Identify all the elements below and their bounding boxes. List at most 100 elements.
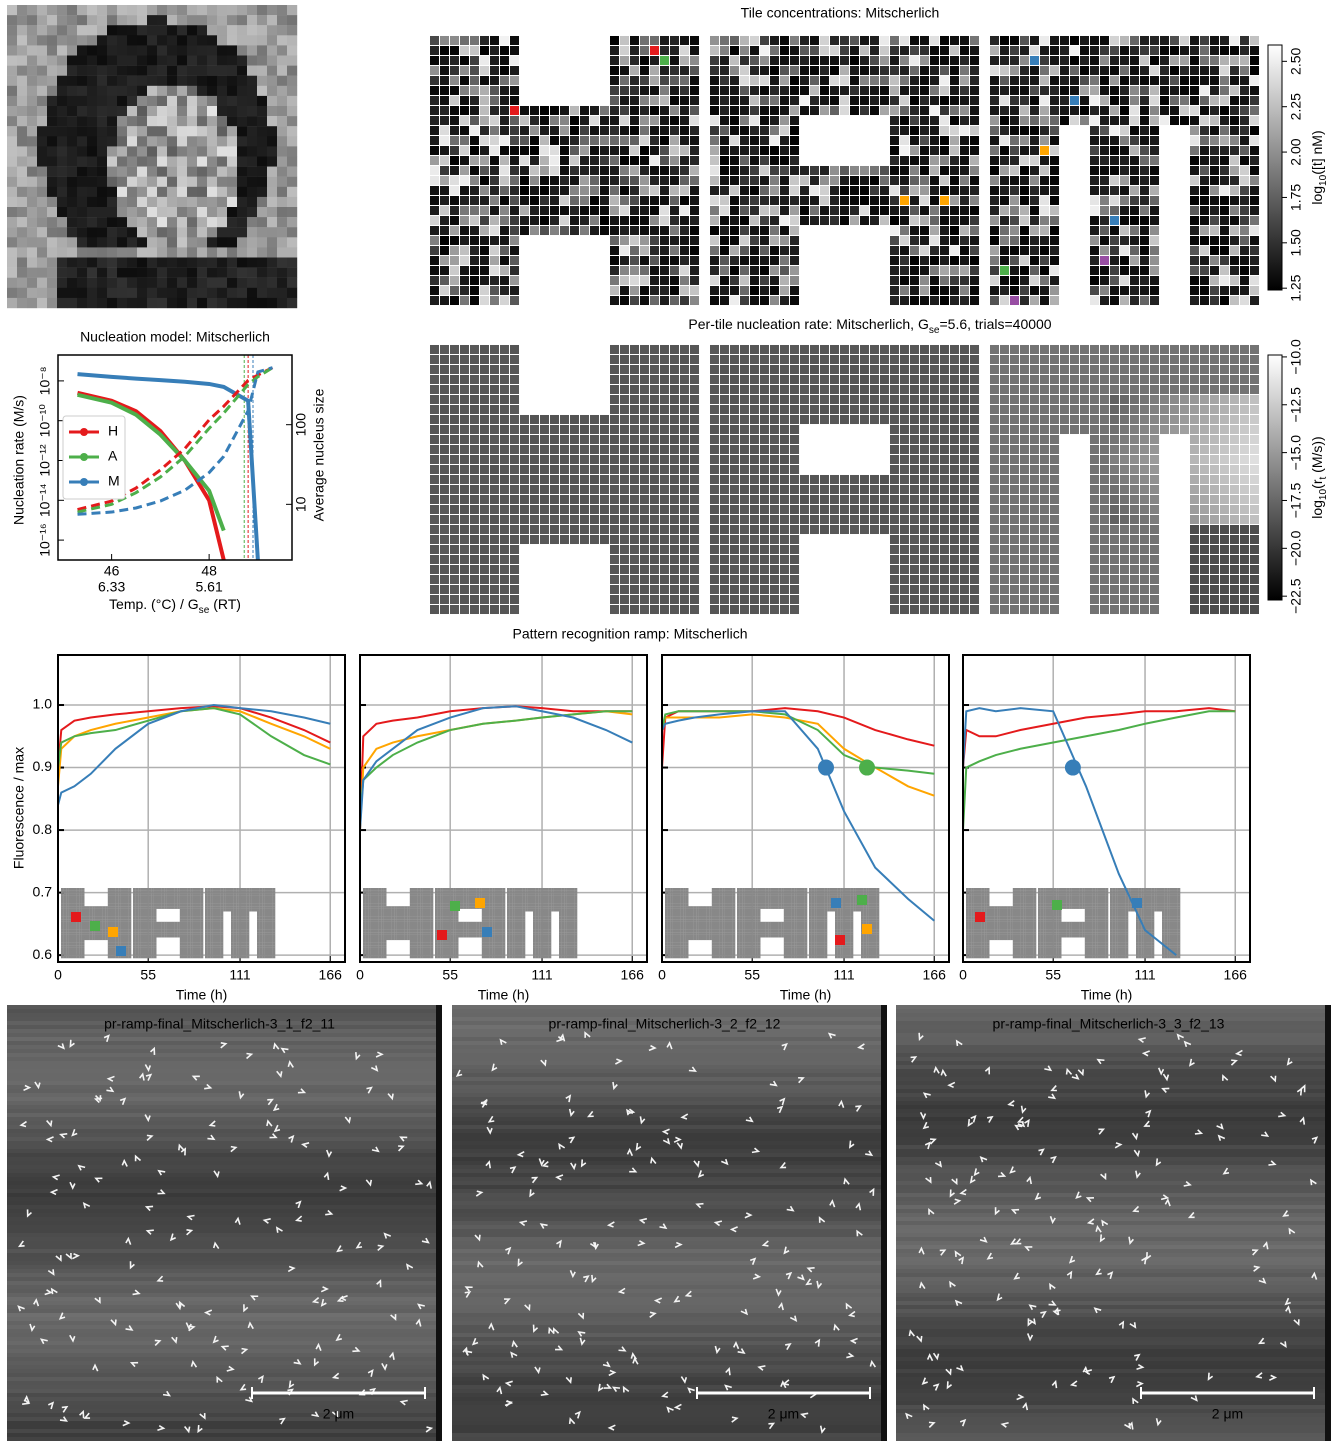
portrait-pixel [237,25,248,36]
portrait-pixel [107,267,118,278]
portrait-pixel [257,55,268,66]
portrait-pixel [87,176,98,187]
tile-cell [870,76,879,85]
rate-cell [480,465,489,474]
rate-cell [1160,355,1169,364]
tile-cell [900,96,909,105]
tile-cell [500,236,509,245]
rate-cell [960,585,969,594]
portrait-pixel [97,287,108,299]
tile-cell [720,86,729,95]
rate-cell [580,435,589,444]
portrait-pixel [207,85,218,97]
rate-cell [540,445,549,454]
portrait-pixel [267,176,278,187]
tile-cell [800,86,809,95]
inset-cell [118,906,121,909]
rate-cell [1100,475,1109,484]
tile-cell [810,196,819,205]
rate-cell [940,595,949,604]
rate-cell [850,355,859,364]
tile-cell [1240,226,1249,235]
tile-cell [930,206,939,215]
portrait-pixel [207,207,218,218]
tile-cell [1210,286,1219,295]
rate-cell [1040,465,1049,474]
portrait-pixel [127,227,138,238]
rate-cell [450,535,459,544]
tile-cell [1010,266,1019,275]
tile-cell [860,186,869,195]
tile-cell [990,276,999,285]
tile-cell [580,176,589,185]
tile-cell [550,196,559,205]
rate-cell [970,515,979,524]
tile-cell [1030,96,1039,105]
tile-cell [490,166,499,175]
tile-cell [630,186,639,195]
rate-cell [460,515,469,524]
y-tick-label: 0.6 [33,946,53,962]
tile-cell [1150,96,1159,105]
rate-cell [950,475,959,484]
portrait-pixel [107,106,118,117]
tile-cell [1080,46,1089,55]
rate-cell [1130,375,1139,384]
portrait-pixel [267,85,278,97]
tile-cell [750,136,759,145]
tile-cell [1150,256,1159,265]
rate-cell [680,405,689,414]
portrait-pixel [177,297,188,309]
rate-cell [1200,555,1209,564]
rate-cell [710,515,719,524]
inset-cell [87,914,90,917]
rate-cell [500,515,509,524]
portrait-pixel [127,136,138,147]
rate-cell [770,455,779,464]
inset-cell [87,908,90,912]
portrait-pixel [217,116,228,127]
tile-cell [880,196,889,205]
portrait-pixel [37,55,48,66]
rate-cell [1250,395,1259,404]
rate-cell [470,525,479,534]
rate-cell [670,485,679,494]
rate-cell [450,465,459,474]
rate-cell [630,475,639,484]
rate-cell [810,405,819,414]
portrait-pixel [277,45,288,56]
inset-cell [63,911,67,915]
tile-cell [950,156,959,165]
portrait-pixel [247,156,258,167]
tile-cell [840,36,849,45]
tile-cell [610,176,619,185]
tile-cell [790,36,799,45]
tile-cell [710,136,719,145]
rate-cell [1020,415,1029,424]
tile-cell [940,96,949,105]
rate-cell [920,575,929,584]
rate-cell [920,455,929,464]
tile-cell [970,156,979,165]
tile-cell [730,96,739,105]
tile-cell [900,106,909,115]
tile-cell [570,166,579,175]
rate-cell [1130,385,1139,394]
rate-cell [1120,535,1129,544]
rate-cell [570,475,579,484]
tile-cell [1200,56,1209,65]
rate-cell [1130,455,1139,464]
tile-cell [750,286,759,295]
x-tick-label: 166 [319,967,343,983]
rate-cell [630,505,639,514]
rate-cell [1200,375,1209,384]
tile-cell [650,286,659,295]
rate-cell [630,605,639,614]
tile-cell [620,216,629,225]
portrait-pixel [97,196,108,208]
rate-cell [480,475,489,484]
rate-cell [720,465,729,474]
tile-cell [570,146,579,155]
rate-cell [1210,475,1219,484]
portrait-pixel [87,277,98,288]
